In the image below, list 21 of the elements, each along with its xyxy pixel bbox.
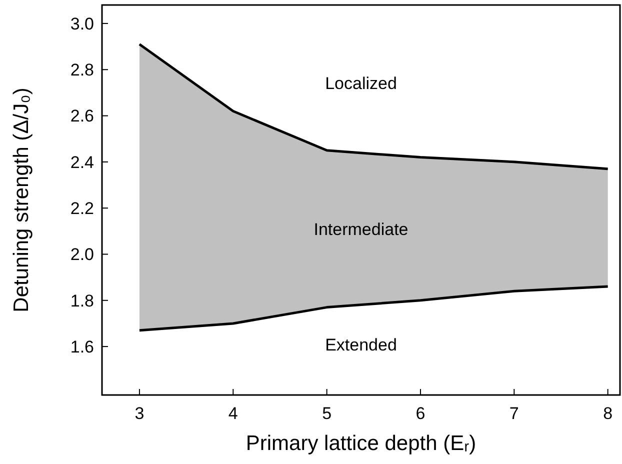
y-tick-label: 2.8: [70, 60, 94, 80]
x-axis-title: Primary lattice depth (Eᵣ): [246, 432, 476, 455]
line-series: [138, 285, 610, 332]
y-tick-label: 1.8: [70, 291, 94, 310]
y-axis-title: Detuning strength (Δ/J₀): [10, 88, 33, 312]
annotation: Extended: [325, 335, 397, 354]
x-tick-label: 5: [322, 404, 332, 423]
y-tick-label: 2.6: [70, 106, 94, 126]
x-tick-label: 8: [603, 404, 613, 423]
y-tick-label: 2.2: [70, 199, 94, 218]
y-tick-label: 2.0: [70, 245, 94, 264]
x-tick-label: 3: [134, 404, 144, 423]
annotation: Localized: [325, 74, 397, 93]
x-tick-label: 4: [228, 404, 238, 423]
line-series: [138, 42, 610, 170]
annotation: Intermediate: [314, 220, 408, 240]
x-tick-label: 7: [509, 404, 519, 423]
x-tick-label: 6: [416, 404, 426, 423]
y-tick-label: 3.0: [70, 14, 94, 34]
y-tick-label: 1.6: [70, 337, 94, 356]
y-tick-label: 2.4: [70, 152, 94, 172]
